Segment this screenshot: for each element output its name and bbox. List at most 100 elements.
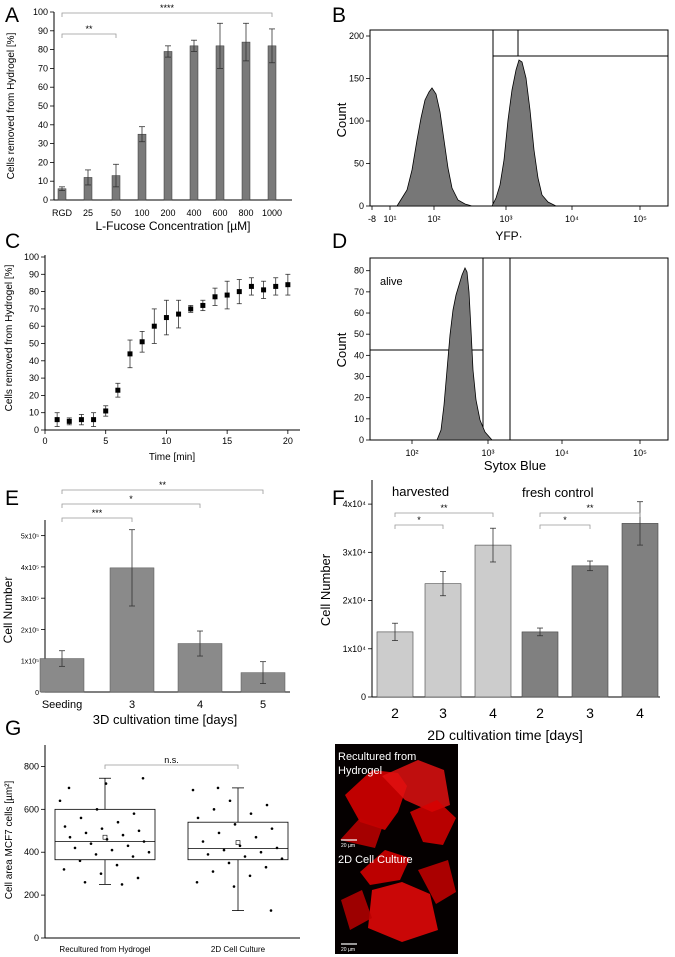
c-point — [78, 417, 84, 423]
c-ytick-label: 20 — [29, 390, 39, 400]
c-point — [103, 408, 109, 414]
a-bar — [137, 133, 147, 201]
g-point — [67, 786, 71, 790]
a-ytick-label: 70 — [38, 63, 48, 73]
a-bar — [215, 45, 225, 201]
e-sig-bracket — [61, 517, 133, 522]
chart-a-bar-fucose: Cells removed from Hydrogel [%] L-Fucose… — [6, 3, 292, 233]
f-sig-label: ** — [440, 503, 448, 513]
g-ytick-label: 200 — [24, 890, 39, 900]
panel-label-e: E — [5, 487, 19, 510]
scale-label-top: 20 µm — [341, 843, 355, 849]
b-ytick-label: 0 — [359, 201, 364, 211]
b-xtick-label: 10⁴ — [565, 214, 579, 224]
chart-d-flow-sytox: alive Count Sytox Blue 0 10 20 30 40 50 60 70 80… — [334, 257, 669, 473]
a-xtick-label: 50 — [111, 208, 121, 218]
c-point — [127, 351, 133, 357]
d-ytick-label: 50 — [354, 329, 364, 339]
g-point — [275, 846, 279, 850]
g-point — [227, 861, 231, 865]
b-ytick-label: 50 — [354, 159, 364, 169]
cell-shape-8 — [341, 890, 372, 930]
d-ytick-label: 0 — [359, 435, 364, 445]
c-point — [151, 323, 157, 329]
f-xtick-label: 2 — [391, 705, 399, 721]
g-point — [206, 853, 210, 856]
d-ytick-label: 70 — [354, 287, 364, 297]
c-point — [115, 387, 121, 393]
c-ytick-label: 10 — [29, 408, 39, 418]
c-ytick-label: 70 — [29, 304, 39, 314]
b-ticks: 0 50 100 150 200 -8 10¹ 10² 10³ 10⁴ 10⁵ — [349, 31, 647, 224]
g-point — [116, 820, 120, 824]
a-xtick-label: 1000 — [262, 208, 282, 218]
d-ytick-label: 10 — [354, 414, 364, 424]
g-point — [228, 799, 232, 803]
d-ytick-label: 30 — [354, 372, 364, 382]
cell-shape-7 — [418, 860, 456, 904]
c-ytick-label: 100 — [24, 252, 39, 262]
cell-shape-6 — [368, 882, 438, 942]
f-sig-bracket — [539, 524, 591, 529]
a-ytick-label: 90 — [38, 26, 48, 36]
d-y-label: Count — [334, 332, 349, 367]
a-y-label: Cells removed from Hydrogel [%] — [6, 32, 17, 179]
e-y-label: Cell Number — [1, 577, 15, 644]
a-ytick-label: 20 — [38, 157, 48, 167]
f-bar — [521, 631, 559, 698]
c-point — [188, 306, 194, 312]
g-point — [63, 825, 67, 828]
a-ytick-label: 50 — [38, 101, 48, 111]
g-point — [196, 816, 200, 820]
g-point — [126, 844, 130, 848]
c-point — [273, 283, 279, 289]
c-point — [176, 311, 182, 317]
b-xtick-label: 10¹ — [383, 214, 396, 224]
g-mean-marker — [235, 840, 241, 845]
f-sig-bracket — [539, 512, 641, 517]
g-point — [73, 846, 77, 850]
f-sig-label: * — [563, 515, 567, 525]
b-peak-negative — [396, 87, 473, 207]
c-point — [54, 417, 60, 423]
g-point — [99, 872, 103, 875]
a-ytick-label: 40 — [38, 120, 48, 130]
c-y-label: Cells removed from Hydrogel [%] — [4, 264, 15, 411]
f-sig-label: * — [417, 515, 421, 525]
d-peak — [436, 267, 493, 441]
a-ytick-label: 100 — [33, 7, 48, 17]
g-point — [211, 870, 215, 873]
e-sig-bracket — [61, 489, 264, 494]
f-xtick-label: 3 — [586, 705, 594, 721]
g-ytick-label: 600 — [24, 804, 39, 814]
a-bar — [189, 45, 199, 201]
g-point — [141, 776, 145, 780]
panel-label-b: B — [332, 4, 346, 27]
c-ytick-label: 80 — [29, 287, 39, 297]
c-point — [261, 287, 267, 293]
a-xtick-label: 400 — [186, 208, 201, 218]
g-point — [142, 840, 146, 843]
c-point — [248, 283, 254, 289]
e-ytick-label: 4x10⁵ — [21, 565, 39, 572]
d-ytick-label: 60 — [354, 308, 364, 318]
f-x-label: 2D cultivation time [days] — [427, 727, 583, 743]
c-point — [236, 289, 242, 295]
g-point — [95, 808, 99, 811]
cell-shape-5 — [360, 850, 410, 885]
a-ytick-label: 10 — [38, 176, 48, 186]
g-point — [249, 812, 253, 815]
a-x-label: L-Fucose Concentration [µM] — [96, 219, 251, 233]
c-ytick-label: 40 — [29, 356, 39, 366]
b-y-label: Count — [334, 102, 349, 137]
e-ytick-label: 3x10⁵ — [21, 596, 39, 603]
f-ytick-label: 3x10⁴ — [343, 547, 367, 557]
c-point — [91, 417, 97, 423]
c-point — [224, 292, 230, 298]
g-point — [212, 808, 216, 811]
chart-c-time-course: Cells removed from Hydrogel [%] Time [mi… — [4, 252, 300, 463]
a-xtick-label: 25 — [83, 208, 93, 218]
panel-label-f: F — [332, 487, 345, 510]
